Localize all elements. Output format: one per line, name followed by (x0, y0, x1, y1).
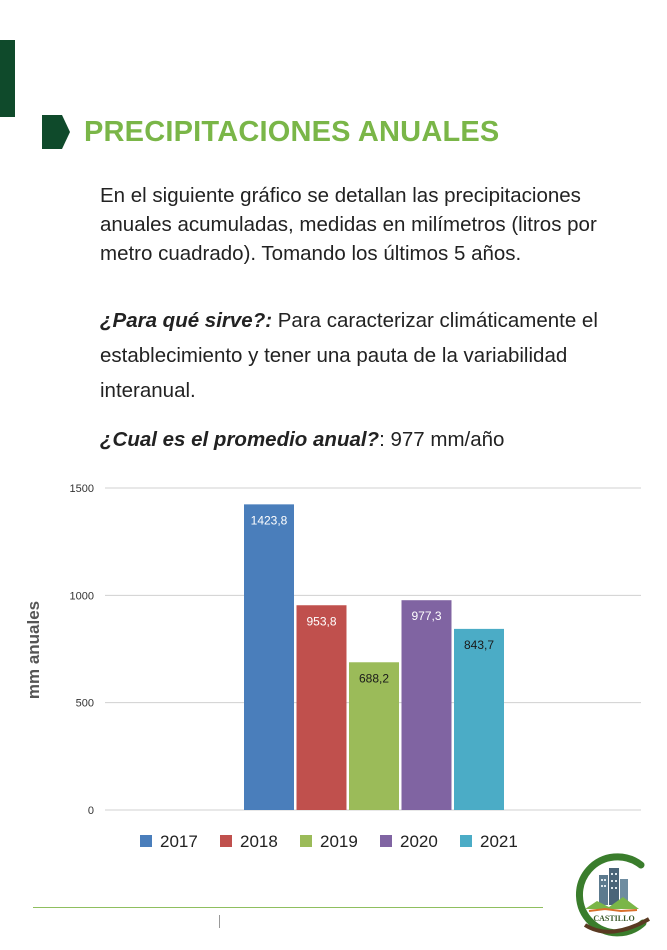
heading-marker-icon (42, 115, 70, 149)
y-tick-label: 1500 (70, 483, 94, 495)
legend-swatch-2020 (380, 835, 392, 847)
average-answer: : 977 mm/año (379, 428, 505, 451)
bar-2018 (296, 605, 347, 810)
page-edge-marker (0, 40, 15, 117)
bar-2021 (454, 628, 504, 810)
legend-label-2020: 2020 (400, 832, 438, 851)
bar-2019 (349, 662, 399, 810)
data-label-2020: 977,3 (411, 609, 441, 623)
data-label-2018: 953,8 (306, 614, 336, 628)
page-title: PRECIPITACIONES ANUALES (84, 115, 500, 148)
castillo-logo: CASTILLO (576, 853, 650, 937)
purpose-answer: Para caracterizar climáticamente el esta… (100, 309, 598, 402)
average-paragraph: ¿Cual es el promedio anual?: 977 mm/año (100, 425, 645, 454)
precipitation-bar-chart: 0 500 1000 1500 mm anuales 1423,8 953,8 688,2 97… (24, 483, 641, 851)
purpose-paragraph: ¿Para qué sirve?: Para caracterizar clim… (100, 303, 645, 408)
legend-label-2021: 2021 (480, 832, 518, 851)
footer-page-marker (219, 915, 220, 928)
footer-divider (33, 907, 543, 908)
legend-swatch-2018 (220, 835, 232, 847)
data-label-2017: 1423,8 (251, 513, 288, 527)
bar-2017 (244, 504, 294, 810)
purpose-question: ¿Para qué sirve?: (100, 309, 273, 332)
intro-paragraph: En el siguiente gráfico se detallan las … (100, 184, 597, 265)
data-label-2021: 843,7 (464, 638, 494, 652)
svg-text:CASTILLO: CASTILLO (593, 914, 634, 923)
legend-swatch-2019 (300, 835, 312, 847)
bar-2020 (401, 600, 452, 810)
y-axis-label: mm anuales (24, 601, 43, 699)
section-heading: PRECIPITACIONES ANUALES (42, 112, 499, 152)
legend-swatch-2017 (140, 835, 152, 847)
precipitation-chart: 0 500 1000 1500 mm anuales 1423,8 953,8 688,2 97… (0, 470, 667, 870)
y-tick-label: 0 (88, 805, 94, 817)
average-question: ¿Cual es el promedio anual? (100, 428, 380, 451)
y-tick-label: 500 (76, 698, 94, 710)
y-tick-label: 1000 (70, 590, 94, 602)
legend-label-2018: 2018 (240, 832, 278, 851)
legend-swatch-2021 (460, 835, 472, 847)
legend-label-2017: 2017 (160, 832, 198, 851)
data-label-2019: 688,2 (359, 671, 389, 685)
legend-label-2019: 2019 (320, 832, 358, 851)
